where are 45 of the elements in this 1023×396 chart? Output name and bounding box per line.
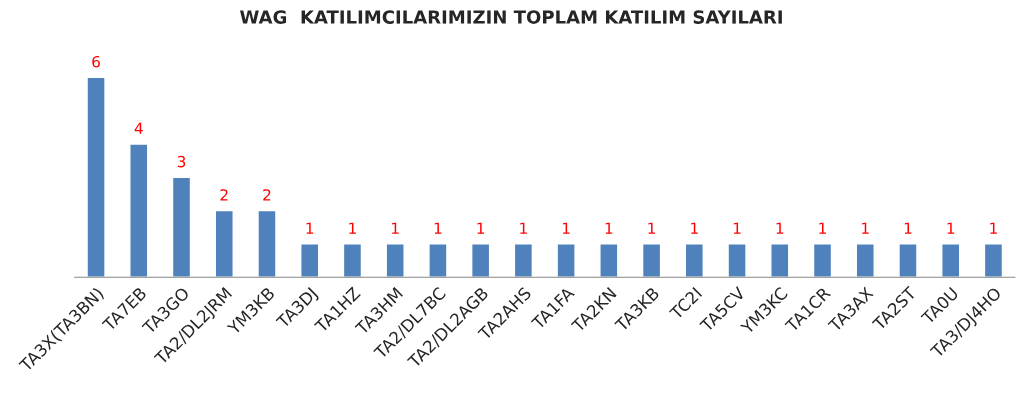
bar <box>770 243 790 278</box>
data-label: 1 <box>862 222 869 234</box>
bar <box>855 243 875 278</box>
data-label: 1 <box>776 222 784 234</box>
bar <box>300 243 320 278</box>
data-label: 1 <box>990 222 997 234</box>
bar <box>684 243 704 278</box>
data-label: 1 <box>733 222 741 234</box>
bar <box>470 243 491 278</box>
data-label: 1 <box>605 222 613 234</box>
bar <box>599 243 619 278</box>
data-label: 4 <box>134 122 143 134</box>
bar <box>812 243 833 278</box>
bar <box>641 243 662 278</box>
data-label: 1 <box>947 222 955 234</box>
bar <box>86 76 106 278</box>
bar <box>342 243 363 278</box>
data-label: 1 <box>306 222 314 234</box>
data-label: 6 <box>92 55 100 68</box>
bar <box>941 243 961 278</box>
data-label: 1 <box>648 222 656 234</box>
data-label: 1 <box>819 222 826 234</box>
data-label: 1 <box>562 222 570 234</box>
bar <box>385 243 405 278</box>
bar <box>428 243 448 278</box>
bar <box>983 243 1004 278</box>
bar <box>214 209 234 278</box>
bar <box>898 243 918 278</box>
data-label: 2 <box>220 189 228 201</box>
bar <box>727 243 747 278</box>
data-label: 1 <box>392 222 399 234</box>
data-label: 3 <box>177 155 186 168</box>
data-label: 1 <box>477 222 485 234</box>
bar <box>513 243 534 278</box>
data-label: 1 <box>904 222 912 234</box>
data-label: 1 <box>434 222 442 234</box>
bar <box>171 176 192 278</box>
chart-title: WAG KATILIMCILARIMIZIN TOPLAM KATILIM SAYILARI <box>240 10 782 24</box>
data-label: 1 <box>691 222 698 234</box>
data-label: 2 <box>263 189 271 201</box>
bar <box>556 243 576 278</box>
bar <box>257 209 277 278</box>
data-label: 1 <box>520 222 527 234</box>
bar <box>129 143 149 278</box>
data-label: 1 <box>349 222 356 234</box>
